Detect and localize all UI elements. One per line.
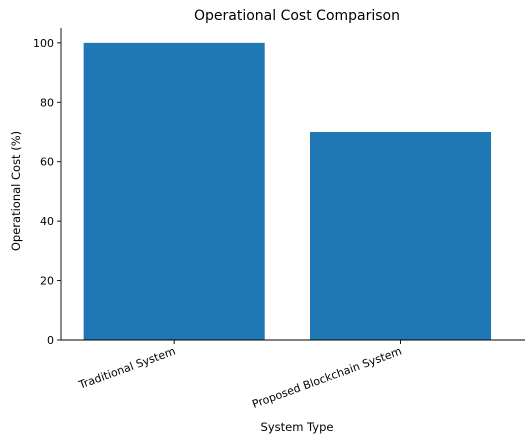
bar-1 [309, 132, 492, 340]
chart-title: Operational Cost Comparison [194, 8, 400, 24]
y-axis-label: Operational Cost (%) [9, 131, 23, 251]
bar-0 [83, 42, 265, 340]
x-axis-label: System Type [261, 420, 334, 434]
y-tick-label-0: 0 [47, 334, 54, 347]
x-tick-label-1: Proposed Blockchain System [250, 345, 403, 411]
y-tick-label-5: 100 [33, 37, 54, 50]
y-axis: 0 20 40 60 80 100 [33, 28, 62, 347]
y-tick-label-1: 20 [40, 275, 54, 288]
y-tick-label-3: 60 [40, 156, 54, 169]
x-axis: Traditional System Proposed Blockchain Sy… [61, 339, 525, 411]
y-tick-label-2: 40 [40, 215, 54, 228]
y-tick-label-4: 80 [40, 96, 54, 109]
bars-group [83, 42, 492, 340]
x-tick-label-0: Traditional System [76, 345, 177, 392]
